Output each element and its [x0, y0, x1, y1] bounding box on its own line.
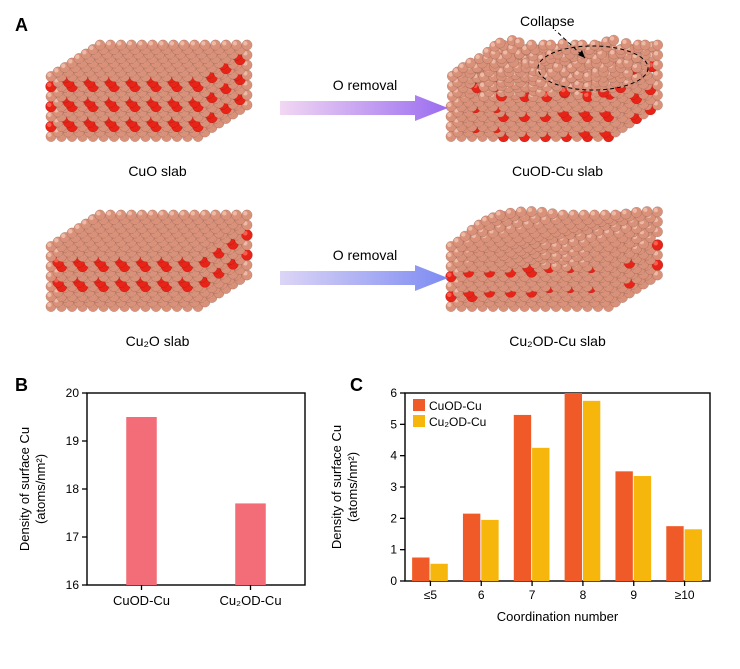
panel-a-label: A	[15, 15, 28, 36]
arrow-bottom-svg	[280, 265, 450, 291]
arrow-bottom: O removal	[275, 247, 455, 296]
panel-c-label: C	[350, 375, 363, 396]
arrow-top-label: O removal	[275, 77, 455, 93]
caption-cu2od: Cu₂OD-Cu slab	[445, 333, 670, 349]
caption-cuod: CuOD-Cu slab	[445, 163, 670, 179]
arrow-top-svg	[280, 95, 450, 121]
charts-row: B 1617181920Density of surface Cu(atoms/…	[15, 375, 725, 635]
slab-cuo-svg	[45, 30, 270, 160]
slab-cuod: CuOD-Cu slab	[445, 30, 670, 180]
arrow-top: O removal	[275, 77, 455, 126]
panel-a: A Collapse CuO slab CuOD-Cu slab O remov…	[15, 15, 725, 375]
panel-c: C 0123456Density of surface Cu(atoms/nm²…	[325, 375, 725, 635]
slab-cuo: CuO slab	[45, 30, 270, 180]
slab-cuod-svg	[445, 30, 685, 160]
collapse-annotation: Collapse	[520, 13, 574, 29]
caption-cuo: CuO slab	[45, 163, 270, 179]
panel-b: B 1617181920Density of surface Cu(atoms/…	[15, 375, 325, 635]
chart-c-svg: 0123456Density of surface Cu(atoms/nm²)≤…	[325, 375, 720, 625]
slab-cu2o: Cu₂O slab	[45, 200, 270, 350]
slab-cu2od: Cu₂OD-Cu slab	[445, 200, 670, 350]
chart-b-svg: 1617181920Density of surface Cu(atoms/nm…	[15, 375, 315, 625]
slab-cu2o-svg	[45, 200, 270, 330]
slab-cu2od-svg	[445, 200, 685, 330]
panel-b-label: B	[15, 375, 28, 396]
arrow-bottom-label: O removal	[275, 247, 455, 263]
caption-cu2o: Cu₂O slab	[45, 333, 270, 349]
legend: CuOD-CuCu₂OD-Cu	[413, 399, 486, 429]
